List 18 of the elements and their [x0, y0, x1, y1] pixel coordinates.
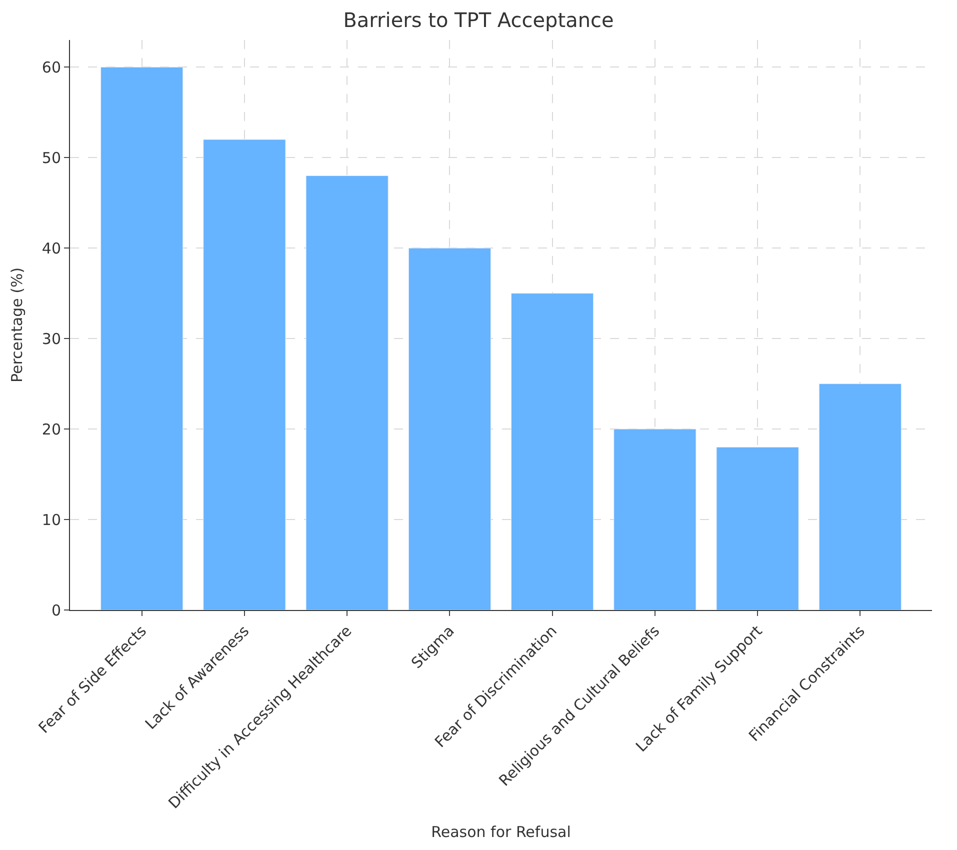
y-tick-label: 40 — [42, 239, 61, 258]
y-tick-label: 30 — [42, 330, 61, 348]
bar — [100, 66, 184, 610]
bar — [511, 293, 594, 610]
y-tick-label: 10 — [42, 510, 61, 529]
x-axis-title: Reason for Refusal — [431, 823, 571, 842]
bar — [614, 428, 696, 610]
bar — [818, 384, 902, 610]
y-tick-label: 60 — [42, 58, 61, 76]
chart-title: Barriers to TPT Acceptance — [343, 8, 614, 32]
y-axis-title: Percentage (%) — [8, 267, 26, 383]
bar — [203, 139, 286, 610]
bar — [306, 175, 388, 610]
bar — [408, 248, 491, 610]
bar — [716, 446, 799, 610]
y-tick-label: 0 — [51, 601, 61, 620]
y-tick-label: 20 — [42, 420, 61, 438]
y-tick-label: 50 — [42, 148, 61, 167]
